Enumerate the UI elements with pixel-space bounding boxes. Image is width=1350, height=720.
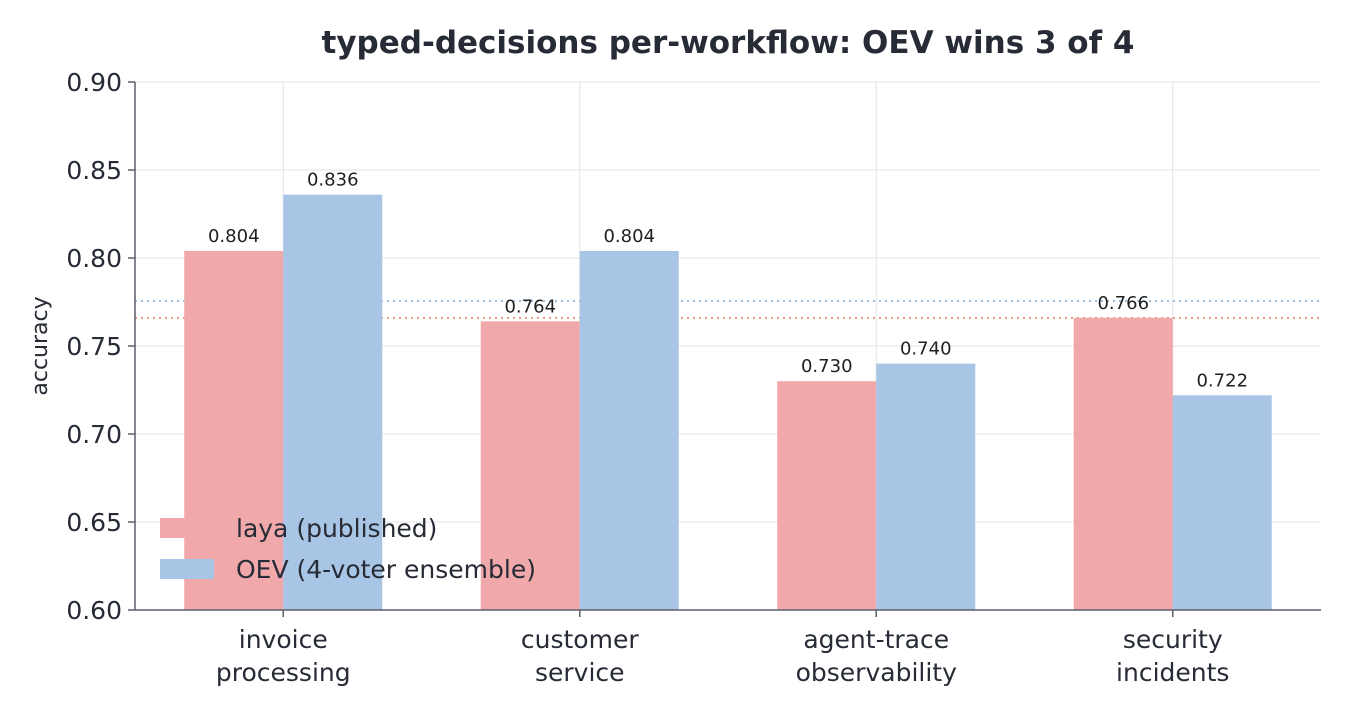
x-tick-label: agent-trace: [803, 625, 949, 654]
x-tick-label: invoice: [239, 625, 328, 654]
bar-oev: [579, 250, 679, 610]
legend-label-oev: OEV (4-voter ensemble): [236, 555, 536, 584]
data-label: 0.804: [603, 226, 655, 247]
bar-oev: [876, 363, 976, 610]
data-label: 0.740: [900, 339, 952, 360]
x-tick-label: service: [535, 658, 625, 687]
bars-layer: [184, 194, 1272, 610]
bar-oev: [1172, 395, 1272, 610]
legend-swatch-laya: [160, 518, 214, 538]
legend-swatch-oev: [160, 559, 214, 579]
x-tick-label: processing: [216, 658, 351, 687]
x-tick-label: observability: [796, 658, 957, 687]
y-tick-label: 0.70: [66, 420, 122, 449]
y-tick-label: 0.65: [66, 508, 122, 537]
y-tick-label: 0.85: [66, 156, 122, 185]
legend: laya (published) OEV (4-voter ensemble): [160, 514, 536, 584]
y-tick-label: 0.60: [66, 596, 122, 625]
y-tick-label: 0.80: [66, 244, 122, 273]
data-label: 0.836: [307, 170, 359, 191]
bar-laya: [480, 321, 580, 610]
data-label: 0.764: [504, 296, 556, 317]
data-labels-layer: 0.804 0.764 0.730 0.766 0.836 0.804 0.740 0.722: [208, 170, 1248, 392]
chart-title: typed-decisions per-workflow: OEV wins 3…: [322, 25, 1135, 61]
y-axis-label: accuracy: [28, 296, 53, 395]
y-tick-label: 0.75: [66, 332, 122, 361]
x-tick-label: security: [1123, 625, 1223, 654]
data-label: 0.804: [208, 226, 260, 247]
legend-label-laya: laya (published): [236, 514, 437, 543]
y-tick-label: 0.90: [66, 68, 122, 97]
axes-layer: 0.60 0.65 0.70 0.75 0.80 0.85 0.90 invoice proce…: [66, 68, 1321, 687]
data-label: 0.722: [1196, 370, 1248, 391]
bar-laya: [1073, 317, 1173, 610]
bar-oev: [283, 194, 383, 610]
bar-laya: [777, 381, 877, 610]
x-tick-label: customer: [521, 625, 639, 654]
data-label: 0.730: [801, 356, 853, 377]
bar-laya: [184, 250, 284, 610]
x-tick-label: incidents: [1116, 658, 1229, 687]
data-label: 0.766: [1097, 293, 1149, 314]
